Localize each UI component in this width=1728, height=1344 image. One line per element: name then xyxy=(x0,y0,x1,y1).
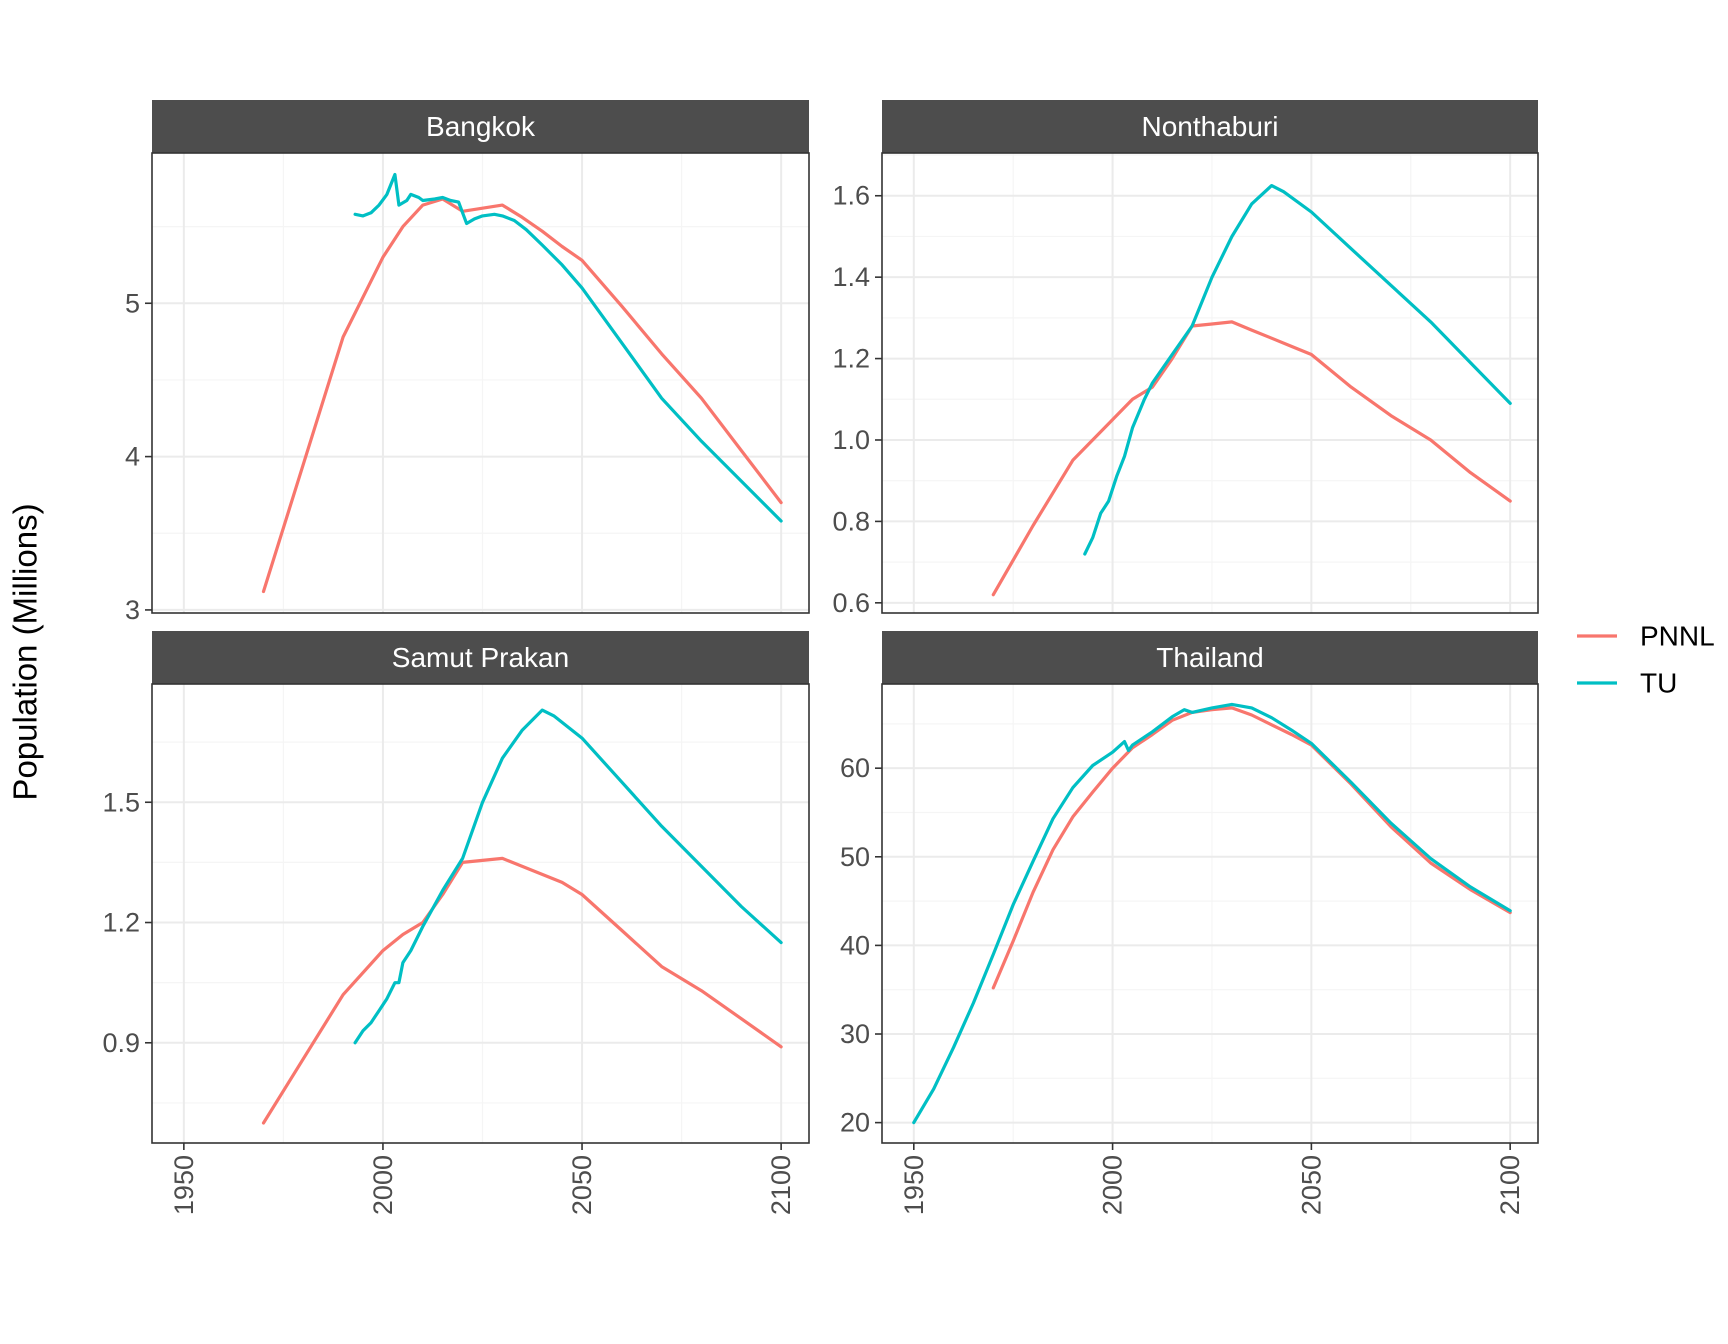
y-tick-label: 1.4 xyxy=(832,262,870,292)
panel-border-nonthaburi xyxy=(881,152,1539,614)
strip-bangkok xyxy=(152,100,809,153)
series-line-tu xyxy=(353,172,783,523)
legend-label-pnnl: PNNL xyxy=(1640,621,1715,652)
strip-nonthaburi xyxy=(882,100,1538,153)
grid-bangkok xyxy=(152,153,809,613)
panel-thailand: Thailand 20 30 40 50 60 1950 2000 2050 2100 xyxy=(840,631,1539,1215)
grid-nonthaburi xyxy=(882,153,1538,613)
series-bangkok xyxy=(261,172,783,594)
x-tick-label: 2050 xyxy=(1296,1155,1326,1215)
y-tick-label: 3 xyxy=(125,595,140,625)
x-tick-label: 2000 xyxy=(368,1155,398,1215)
series-line-pnnl xyxy=(991,320,1512,597)
series-line-tu xyxy=(912,702,1512,1125)
panel-border-bangkok xyxy=(151,152,810,614)
y-tick-label: 1.2 xyxy=(102,908,140,938)
panel-border-samut-prakan xyxy=(151,683,810,1144)
x-tick-label: 2000 xyxy=(1098,1155,1128,1215)
x-tick-label: 1950 xyxy=(169,1155,199,1215)
series-thailand xyxy=(912,702,1512,1125)
y-axis-title: Population (Millions) xyxy=(7,503,44,800)
series-nonthaburi xyxy=(991,184,1512,597)
x-tick-label: 2050 xyxy=(567,1155,597,1215)
y-tick-label: 40 xyxy=(840,930,870,960)
series-line-pnnl xyxy=(261,197,783,594)
strip-thailand xyxy=(882,631,1538,684)
strip-title-thailand: Thailand xyxy=(1156,642,1263,673)
strip-title-nonthaburi: Nonthaburi xyxy=(1142,111,1279,142)
strip-title-bangkok: Bangkok xyxy=(426,111,536,142)
series-line-tu xyxy=(353,708,783,1045)
legend-item-pnnl: PNNL xyxy=(1577,621,1715,652)
y-tick-label: 50 xyxy=(840,842,870,872)
series-samut-prakan xyxy=(261,708,783,1125)
panel-bangkok: Bangkok 3 4 5 xyxy=(125,100,810,625)
panel-border-thailand xyxy=(881,683,1539,1144)
y-tick-label: 1.2 xyxy=(832,344,870,374)
panel-samut-prakan: Samut Prakan 0.9 1.2 1.5 1950 2000 2050 2100 xyxy=(102,631,810,1215)
y-tick-label: 1.5 xyxy=(102,787,140,817)
y-tick-label: 30 xyxy=(840,1019,870,1049)
y-tick-label: 5 xyxy=(125,288,140,318)
y-tick-label: 4 xyxy=(125,442,140,472)
x-tick-label: 1950 xyxy=(899,1155,929,1215)
y-tick-label: 60 xyxy=(840,753,870,783)
y-tick-label: 20 xyxy=(840,1108,870,1138)
y-tick-label: 0.9 xyxy=(102,1028,140,1058)
series-line-pnnl xyxy=(261,856,783,1125)
x-tick-label: 2100 xyxy=(1495,1155,1525,1215)
x-tick-label: 2100 xyxy=(766,1155,796,1215)
legend-item-tu: TU xyxy=(1577,668,1677,699)
series-line-tu xyxy=(1083,184,1512,556)
y-tick-label: 1.6 xyxy=(832,181,870,211)
facet-panels: Bangkok 3 4 5 Nonthaburi 0.6 0.8 1.0 1.2 1.4 1.6 Sa… xyxy=(102,100,1539,1215)
y-tick-label: 0.6 xyxy=(832,588,870,618)
grid-samut-prakan xyxy=(152,684,809,1143)
strip-title-samut-prakan: Samut Prakan xyxy=(392,642,569,673)
legend: PNNL TU xyxy=(1577,621,1715,699)
panel-nonthaburi: Nonthaburi 0.6 0.8 1.0 1.2 1.4 1.6 xyxy=(832,100,1539,618)
strip-samut-prakan xyxy=(152,631,809,684)
legend-label-tu: TU xyxy=(1640,668,1677,699)
y-tick-label: 0.8 xyxy=(832,506,870,536)
y-tick-label: 1.0 xyxy=(832,425,870,455)
